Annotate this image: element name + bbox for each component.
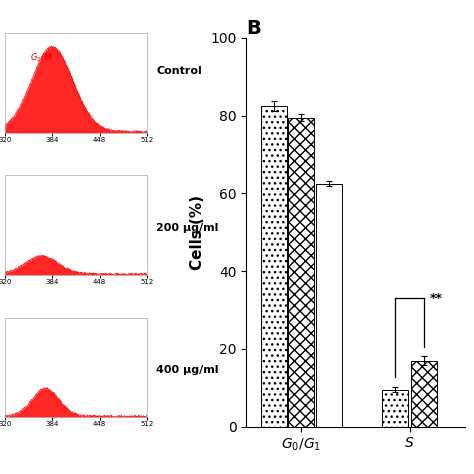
Text: Control: Control: [156, 66, 202, 76]
Bar: [316, 184, 342, 427]
Text: **: **: [430, 292, 443, 305]
Bar: [383, 390, 408, 427]
Y-axis label: Cells (%): Cells (%): [190, 195, 205, 270]
Text: B: B: [246, 19, 261, 38]
Bar: [261, 106, 287, 427]
Text: 200 µg/ml: 200 µg/ml: [156, 222, 219, 233]
Text: $G_2$/M: $G_2$/M: [30, 51, 54, 64]
Text: 400 µg/ml: 400 µg/ml: [156, 365, 219, 375]
Bar: [411, 361, 437, 427]
Bar: [288, 118, 314, 427]
